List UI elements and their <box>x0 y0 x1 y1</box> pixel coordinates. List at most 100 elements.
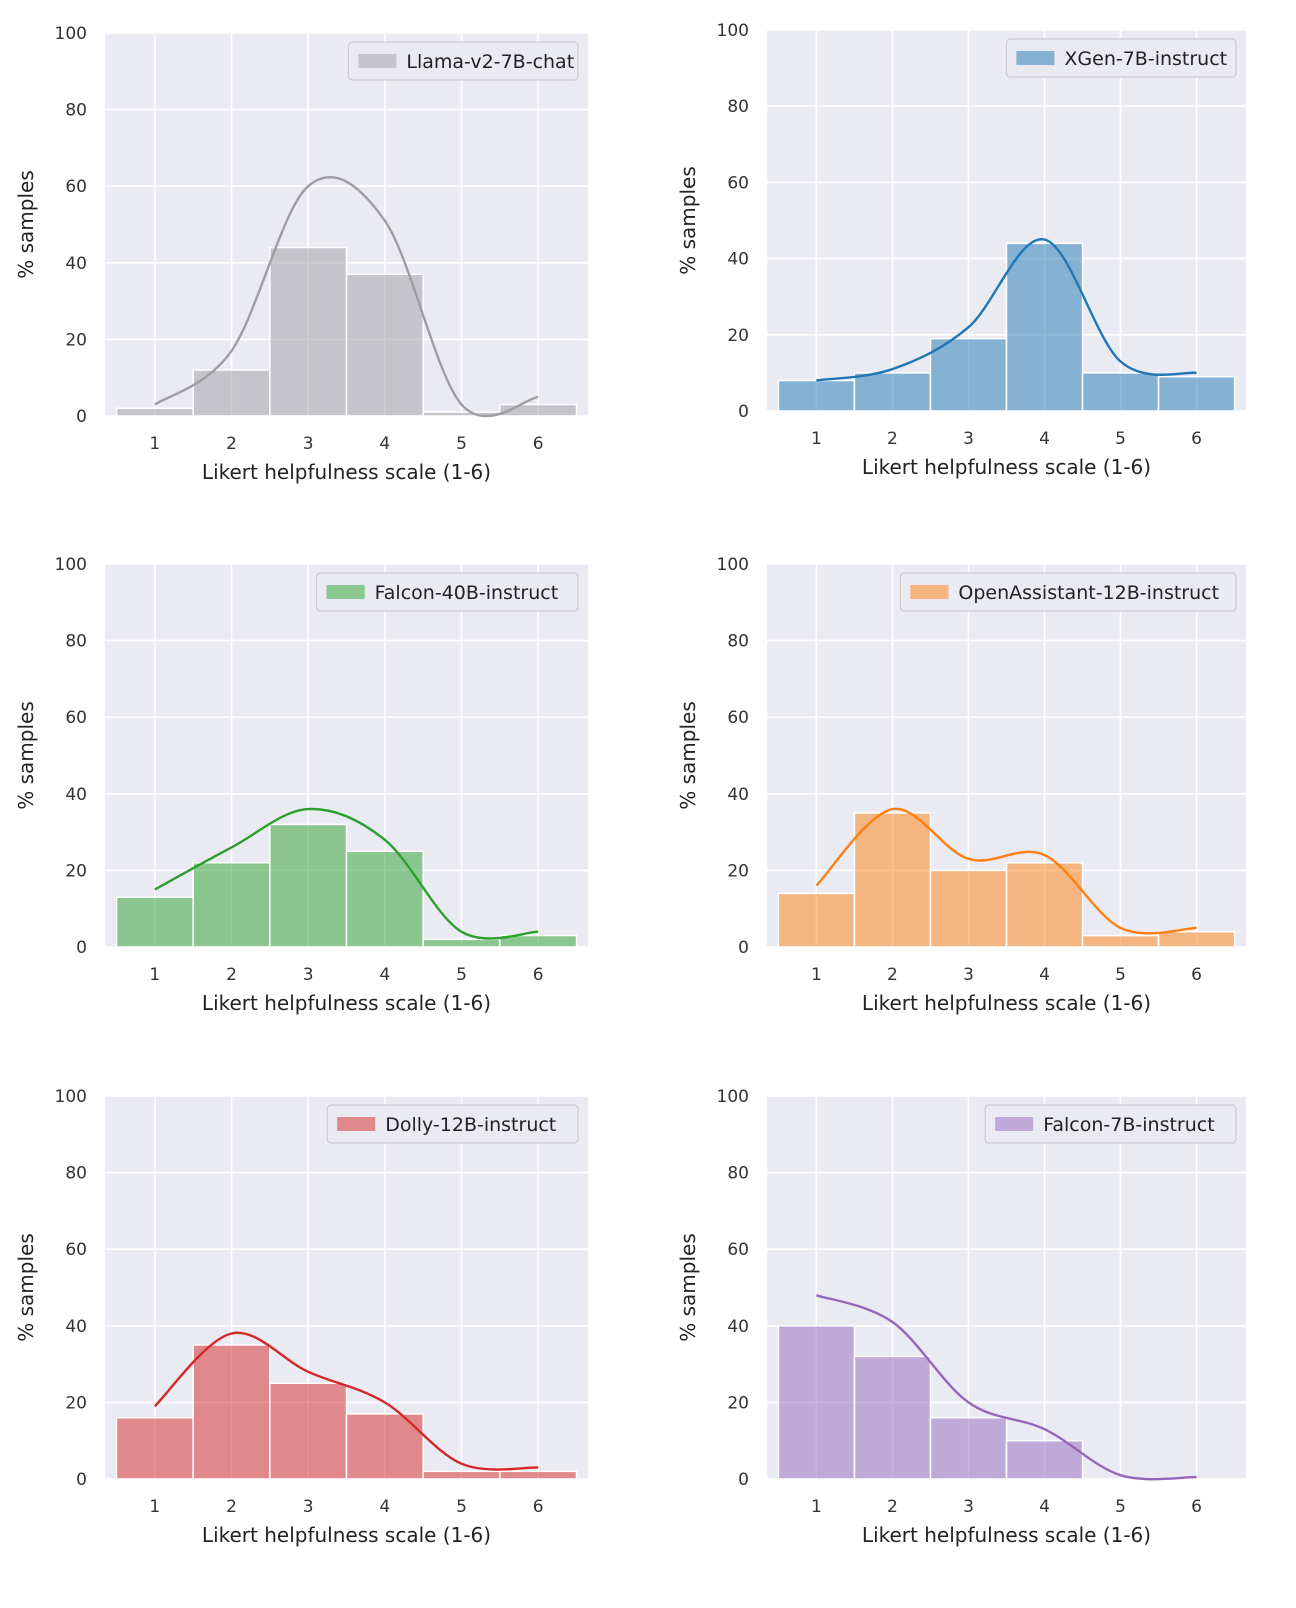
x-tick-label: 6 <box>533 965 544 985</box>
y-tick-label: 0 <box>738 402 749 422</box>
y-tick-label: 60 <box>727 708 749 728</box>
x-tick-label: 5 <box>1115 965 1126 985</box>
y-tick-label: 80 <box>727 1164 749 1184</box>
x-tick-label: 4 <box>379 965 390 985</box>
x-axis-label: Likert helpfulness scale (1-6) <box>202 991 491 1015</box>
x-tick-label: 3 <box>303 965 314 985</box>
y-tick-label: 80 <box>727 632 749 652</box>
x-tick-label: 1 <box>811 1497 822 1517</box>
x-tick-label: 2 <box>887 1497 898 1517</box>
x-tick-label: 5 <box>1115 1497 1126 1517</box>
y-tick-label: 100 <box>717 555 749 575</box>
x-tick-label: 1 <box>811 429 822 449</box>
y-tick-label: 100 <box>55 24 87 44</box>
bar <box>1005 861 1084 948</box>
y-tick-label: 100 <box>717 21 749 41</box>
x-tick-label: 1 <box>811 965 822 985</box>
legend-box <box>899 572 1237 612</box>
x-tick-label: 6 <box>533 1497 544 1517</box>
bar <box>1081 934 1160 948</box>
bar <box>929 337 1008 412</box>
density-curve <box>816 238 1197 382</box>
legend-box <box>1005 38 1237 78</box>
y-tick-label: 0 <box>76 407 87 427</box>
x-tick-label: 6 <box>1191 1497 1202 1517</box>
legend-box <box>347 41 579 81</box>
legend-swatch <box>326 585 365 599</box>
x-tick-label: 4 <box>1039 965 1050 985</box>
legend-swatch <box>1016 51 1055 65</box>
bar <box>1157 930 1236 948</box>
bar <box>499 403 578 417</box>
bar <box>777 1325 856 1480</box>
bar <box>192 1344 271 1480</box>
y-tick-label: 60 <box>727 1240 749 1260</box>
x-tick-label: 3 <box>303 434 314 454</box>
bar <box>1005 242 1084 412</box>
x-tick-label: 4 <box>1039 1497 1050 1517</box>
x-tick-label: 3 <box>963 965 974 985</box>
x-tick-label: 4 <box>379 434 390 454</box>
x-tick-label: 4 <box>379 1497 390 1517</box>
legend-swatch <box>358 54 397 68</box>
bar <box>345 273 424 417</box>
x-tick-label: 6 <box>1191 429 1202 449</box>
bar <box>499 1470 578 1480</box>
legend-label: Falcon-40B-instruct <box>375 582 559 604</box>
legend-label: Falcon-7B-instruct <box>1043 1114 1214 1136</box>
x-axis-label: Likert helpfulness scale (1-6) <box>862 991 1151 1015</box>
bar <box>1157 375 1236 412</box>
bar <box>853 1355 932 1480</box>
x-tick-label: 6 <box>533 434 544 454</box>
x-axis-label: Likert helpfulness scale (1-6) <box>862 455 1151 479</box>
y-axis-label: % samples <box>14 170 38 279</box>
x-tick-label: 4 <box>1039 429 1050 449</box>
x-tick-label: 5 <box>1115 429 1126 449</box>
y-tick-label: 0 <box>76 1470 87 1490</box>
x-tick-label: 2 <box>226 434 237 454</box>
legend-label: XGen-7B-instruct <box>1064 48 1227 70</box>
y-tick-label: 60 <box>727 173 749 193</box>
y-tick-label: 0 <box>76 938 87 958</box>
y-tick-label: 0 <box>738 938 749 958</box>
y-tick-label: 80 <box>65 1164 87 1184</box>
y-tick-label: 40 <box>727 785 749 805</box>
bar <box>269 1382 348 1480</box>
y-tick-label: 60 <box>65 177 87 197</box>
chart-panel-3: 0 20 40 60 80 100 1 2 3 4 5 6 Falcon-40B-instruct Lik… <box>14 555 588 1015</box>
bar <box>777 892 856 948</box>
chart-panel-6: 0 20 40 60 80 100 1 2 3 4 5 6 Falcon-7B-instruct Like… <box>676 1087 1246 1547</box>
bar <box>115 407 194 417</box>
y-tick-label: 20 <box>65 330 87 350</box>
y-tick-label: 40 <box>727 1317 749 1337</box>
x-tick-label: 6 <box>1191 965 1202 985</box>
bar <box>499 934 578 948</box>
chart-panel-5: 0 20 40 60 80 100 1 2 3 4 5 6 Dolly-12B-instruct Like… <box>14 1087 588 1547</box>
x-tick-label: 2 <box>226 965 237 985</box>
y-tick-label: 80 <box>65 632 87 652</box>
bar <box>269 246 348 417</box>
bar <box>853 812 932 948</box>
density-curve <box>816 1294 1197 1481</box>
legend-swatch <box>337 1117 376 1131</box>
x-tick-label: 3 <box>963 429 974 449</box>
y-tick-label: 40 <box>65 1317 87 1337</box>
x-tick-label: 5 <box>456 965 467 985</box>
density-curve <box>154 176 539 418</box>
y-tick-label: 20 <box>727 861 749 881</box>
y-axis-label: % samples <box>676 1233 700 1342</box>
x-axis-label: Likert helpfulness scale (1-6) <box>202 460 491 484</box>
y-tick-label: 80 <box>727 97 749 117</box>
legend-box <box>316 572 579 612</box>
legend-box <box>326 1104 579 1144</box>
y-tick-label: 40 <box>65 785 87 805</box>
y-tick-label: 40 <box>727 250 749 270</box>
bar <box>422 938 501 948</box>
y-tick-label: 20 <box>65 1393 87 1413</box>
x-tick-label: 3 <box>963 1497 974 1517</box>
chart-panel-1: 0 20 40 60 80 100 1 2 3 4 5 6 Llama-v2-7B-chat Likert… <box>14 24 588 484</box>
bar <box>853 372 932 412</box>
legend-box <box>984 1104 1237 1144</box>
y-tick-label: 100 <box>55 555 87 575</box>
